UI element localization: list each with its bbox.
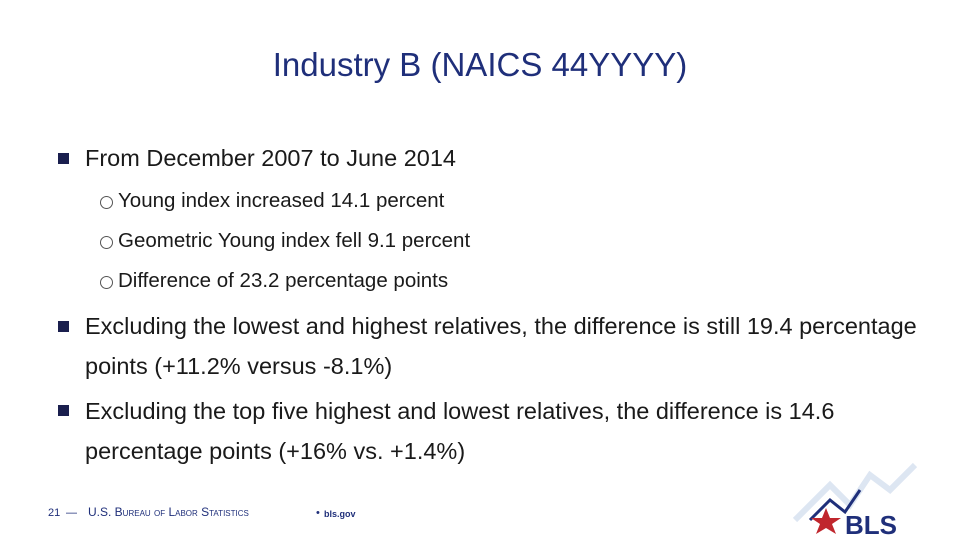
logo-line bbox=[808, 489, 862, 522]
bullet-marker bbox=[58, 321, 69, 332]
bullet-text: Excluding the lowest and highest relativ… bbox=[85, 313, 917, 379]
bullet-marker bbox=[58, 153, 69, 164]
sub-bullet-text: Geometric Young index fell 9.1 percent bbox=[118, 229, 471, 252]
bullet-marker bbox=[58, 405, 69, 416]
page-number: 21 bbox=[48, 507, 61, 519]
footer-dot: • bbox=[316, 507, 320, 519]
footer-separator: — bbox=[66, 507, 77, 519]
sub-bullet-text: Young index increased 14.1 percent bbox=[118, 189, 445, 212]
bullet-text: Excluding the top five highest and lowes… bbox=[85, 398, 835, 464]
footer-site: bls.gov bbox=[324, 509, 356, 519]
slide-title: Industry B (NAICS 44YYYY) bbox=[272, 46, 688, 83]
sub-bullet-marker bbox=[100, 276, 113, 289]
logo-star bbox=[811, 508, 841, 534]
sub-bullet-marker bbox=[100, 196, 113, 209]
logo-text: BLS bbox=[845, 510, 897, 540]
sub-bullet-text: Difference of 23.2 percentage points bbox=[118, 269, 449, 292]
footer-org: U.S. Bureau of Labor Statistics bbox=[88, 505, 249, 519]
bullet-text: From December 2007 to June 2014 bbox=[85, 145, 456, 171]
logo: BLS bbox=[792, 462, 918, 540]
sub-bullet-marker bbox=[100, 236, 113, 249]
